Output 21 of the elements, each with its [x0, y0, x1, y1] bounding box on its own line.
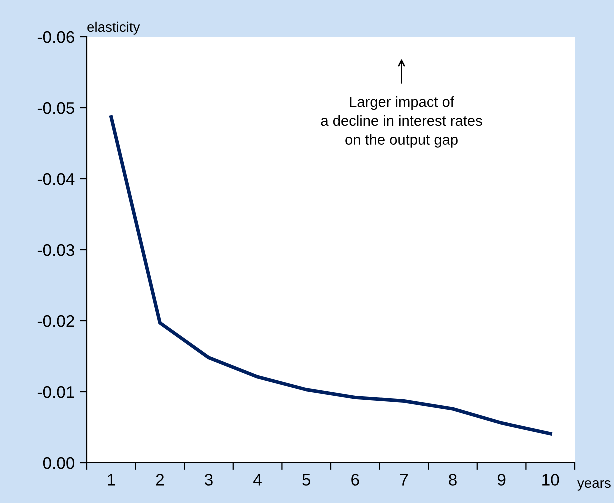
- x-tick-label: 7: [400, 474, 408, 486]
- x-axis-title: years: [577, 480, 611, 491]
- y-tick-label: -0.04: [38, 173, 75, 186]
- x-tick-label: 3: [205, 474, 213, 486]
- line-series: [110, 115, 552, 436]
- y-tick-label: -0.01: [38, 386, 74, 398]
- y-tick-label: -0.03: [38, 244, 74, 256]
- x-tick-label: 8: [449, 474, 457, 486]
- x-tick-label: 6: [352, 474, 360, 486]
- x-tick-label: 1: [108, 474, 116, 486]
- annotation: Larger impact of a decline in interest rates on the output gap: [321, 96, 482, 148]
- y-tick-label: -0.02: [38, 315, 74, 328]
- y-tick-label: -0.06: [38, 31, 74, 44]
- x-tick-label: 10: [542, 474, 560, 486]
- x-tick-label: 2: [156, 474, 164, 486]
- y-tick-label: -0.05: [38, 102, 74, 114]
- y-axis-title: elasticity: [88, 22, 140, 35]
- x-tick-label: 9: [498, 474, 506, 486]
- x-tick-label: 5: [302, 474, 311, 486]
- x-tick-label: 4: [254, 474, 262, 486]
- y-tick-label: 0.00: [43, 457, 75, 470]
